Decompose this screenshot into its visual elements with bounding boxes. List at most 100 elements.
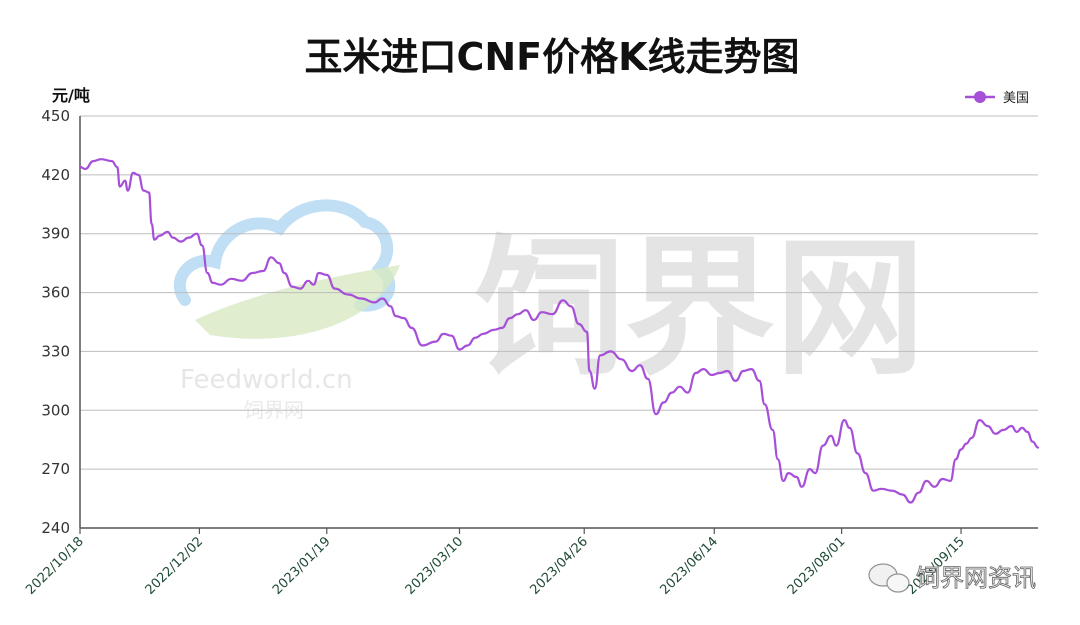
data-point	[588, 370, 591, 372]
data-point	[777, 458, 779, 460]
wechat-watermark-text: 饲界网资讯	[916, 564, 1036, 592]
data-point	[127, 190, 129, 192]
data-point	[551, 313, 554, 315]
data-point	[493, 329, 495, 331]
data-point	[703, 368, 705, 370]
data-point	[758, 380, 761, 382]
data-point	[79, 166, 81, 168]
data-point	[251, 272, 254, 274]
x-tick-label: 2023/08/01	[785, 534, 849, 598]
data-point	[153, 239, 155, 241]
data-point	[116, 166, 118, 168]
data-point	[111, 160, 113, 162]
data-point	[979, 419, 981, 421]
data-point	[830, 435, 832, 437]
data-point	[334, 288, 336, 290]
data-point	[987, 425, 989, 427]
x-tick-label: 2023/01/19	[270, 534, 334, 598]
data-point	[1032, 441, 1034, 443]
data-point	[902, 494, 904, 496]
data-point	[918, 492, 920, 494]
x-tick-label: 2023/06/14	[657, 534, 721, 598]
data-point	[742, 370, 745, 372]
legend[interactable]: 美国	[965, 91, 1029, 106]
data-point	[201, 244, 203, 247]
data-point	[809, 468, 811, 470]
data-point	[782, 480, 784, 482]
y-axis-ticks: 240 270 300 330 360 390 420 450	[41, 107, 70, 537]
data-point	[695, 372, 697, 374]
data-point	[562, 299, 564, 301]
data-point	[671, 392, 673, 394]
data-point	[814, 472, 816, 474]
data-point	[509, 317, 511, 319]
chart-title: 玉米进口CNF价格K线走势图	[304, 35, 799, 79]
data-point	[411, 327, 413, 329]
data-point	[389, 305, 392, 307]
data-point	[517, 313, 519, 315]
watermark-big-text: 饲界网	[475, 222, 925, 396]
data-point	[960, 448, 962, 451]
data-point	[124, 180, 126, 182]
data-point	[599, 354, 601, 356]
y-tick-label: 420	[41, 166, 70, 184]
data-point	[143, 190, 145, 192]
data-point	[291, 286, 293, 288]
data-point	[955, 458, 957, 460]
data-point	[381, 297, 384, 300]
data-point	[795, 476, 798, 478]
data-point	[687, 392, 689, 394]
data-point	[151, 223, 153, 225]
wechat-icon	[868, 563, 910, 593]
data-point	[435, 341, 437, 343]
data-point	[212, 282, 214, 284]
data-point	[220, 284, 222, 286]
data-point	[230, 278, 232, 280]
data-point	[466, 344, 468, 347]
data-point	[772, 429, 774, 431]
data-point	[119, 186, 121, 188]
data-point	[360, 297, 362, 300]
y-tick-label: 270	[41, 460, 70, 478]
data-point	[872, 490, 875, 492]
data-point	[971, 437, 973, 439]
data-point	[443, 333, 445, 335]
data-point	[421, 344, 423, 347]
data-point	[734, 380, 737, 382]
data-point	[299, 288, 301, 290]
data-point	[262, 270, 264, 272]
data-point	[663, 401, 665, 403]
data-point	[533, 319, 535, 321]
data-point	[864, 472, 867, 474]
data-point	[1010, 425, 1013, 427]
data-point	[159, 235, 161, 237]
wechat-watermark: 饲界网资讯	[868, 563, 1036, 593]
data-point	[307, 280, 309, 282]
y-tick-label: 450	[41, 107, 70, 125]
data-point	[910, 501, 912, 504]
data-point	[578, 323, 580, 325]
axes	[79, 116, 1038, 529]
data-point	[100, 158, 102, 160]
data-point	[347, 293, 349, 296]
data-point	[801, 486, 803, 488]
data-point	[501, 327, 503, 329]
y-tick-label: 240	[41, 519, 70, 537]
data-point	[843, 419, 845, 421]
data-point	[374, 301, 376, 303]
y-tick-label: 390	[41, 225, 70, 243]
data-point	[482, 333, 484, 335]
data-point	[1021, 427, 1023, 429]
data-point	[132, 172, 134, 174]
data-point	[726, 370, 729, 372]
data-point	[1016, 431, 1018, 433]
data-point	[84, 168, 86, 170]
data-point	[822, 445, 824, 447]
data-point	[711, 374, 713, 376]
data-point	[474, 337, 476, 339]
legend-marker	[974, 91, 986, 103]
watermark-logo-text: Feedworld.cn	[180, 365, 353, 395]
data-point	[891, 490, 893, 492]
series-layer	[78, 158, 1040, 504]
data-point	[278, 262, 280, 264]
